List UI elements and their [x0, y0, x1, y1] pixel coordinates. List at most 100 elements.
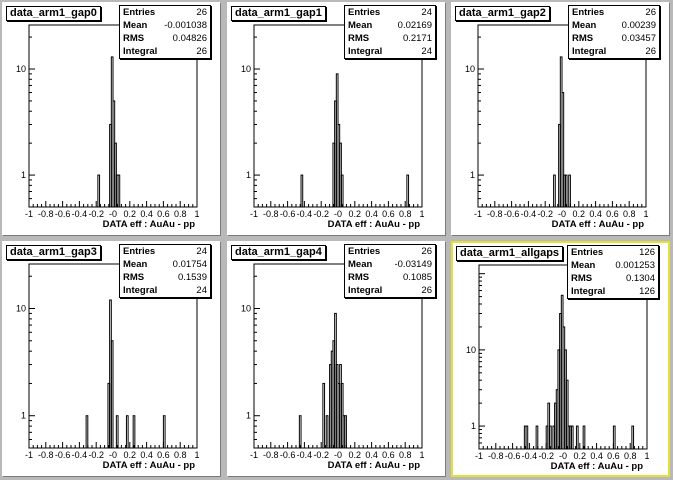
x-tick-label: -0.6 [280, 450, 296, 460]
stat-row-integral: Integral 24 [120, 284, 210, 297]
histogram-bin [553, 174, 556, 208]
stat-value-mean: 0.00239 [621, 20, 656, 31]
stat-label-rms: RMS [571, 273, 593, 284]
stat-value-integral: 24 [196, 285, 207, 296]
x-tick-label: -0 [559, 451, 567, 461]
stat-label-integral: Integral [348, 46, 383, 57]
x-tick-label: -0.4 [297, 450, 313, 460]
stat-row-entries: Entries 24 [120, 245, 210, 258]
stat-row-integral: Integral 26 [120, 45, 210, 58]
histogram-plot: -1 -0.8 -0.6 -0.4 -0.2 -0 0.2 0.4 0.6 0.8 1 1 10 [16, 24, 200, 219]
histogram-title: data_arm1_gap2 [455, 6, 550, 21]
stat-row-entries: Entries 24 [345, 6, 435, 19]
histogram-bin [535, 425, 539, 450]
x-tick-label: 0.4 [365, 450, 378, 460]
x-tick-label: -0.4 [297, 209, 313, 219]
x-tick-label: -0.8 [38, 450, 54, 460]
x-tick-label: 0.8 [174, 450, 187, 460]
stat-value-integral: 26 [645, 46, 656, 57]
x-tick-label: -0 [109, 450, 117, 460]
stat-label-entries: Entries [123, 246, 156, 257]
x-tick-label: -0.8 [38, 209, 54, 219]
y-tick-label: 10 [16, 64, 26, 74]
stat-value-integral: 26 [196, 46, 207, 57]
x-tick-label: -1 [250, 450, 258, 460]
stat-value-mean: -0.03149 [394, 259, 432, 270]
histogram-plot: -1 -0.8 -0.6 -0.4 -0.2 -0 0.2 0.4 0.6 0.8 1 1 10 [465, 24, 649, 219]
histogram-pad-data_arm1_gap1[interactable]: -1 -0.8 -0.6 -0.4 -0.2 -0 0.2 0.4 0.6 0.8 1 1 10 DATA… [227, 2, 446, 236]
histogram-title: data_arm1_gap3 [6, 245, 101, 260]
stat-value-rms: 0.03457 [621, 33, 656, 44]
histogram-plot: -1 -0.8 -0.6 -0.4 -0.2 -0 0.2 0.4 0.6 0.8 1 1 10 [16, 263, 200, 460]
x-tick-label: -0.8 [263, 209, 279, 219]
x-tick-label: -0.2 [313, 209, 329, 219]
stat-value-entries: 24 [421, 7, 432, 18]
x-tick-label: 0.2 [349, 450, 362, 460]
x-tick-label: 0.2 [349, 209, 362, 219]
stat-row-integral: Integral 126 [568, 285, 658, 298]
x-tick-label: -0.2 [88, 209, 104, 219]
stat-row-mean: Mean 0.02169 [345, 19, 435, 32]
x-tick-label: -1 [25, 450, 33, 460]
histogram-bin [117, 174, 121, 208]
histogram-bin [344, 415, 347, 449]
stat-value-rms: 0.04826 [172, 33, 207, 44]
stat-value-integral: 126 [639, 286, 655, 297]
stat-value-rms: 0.1304 [625, 273, 655, 284]
stat-row-rms: RMS 0.1085 [345, 271, 435, 284]
stat-label-entries: Entries [123, 7, 156, 18]
x-tick-label: -0.4 [72, 450, 88, 460]
x-axis-title: DATA eff : AuAu - pp [327, 460, 420, 471]
stat-label-mean: Mean [348, 259, 373, 270]
histogram-bin [125, 415, 129, 449]
stat-value-rms: 0.2171 [402, 33, 432, 44]
stat-row-mean: Mean 0.01754 [120, 258, 210, 271]
x-tick-label: -1 [25, 209, 33, 219]
histogram-bin [561, 92, 565, 208]
x-tick-label: 0.8 [623, 209, 636, 219]
stat-row-mean: Mean -0.03149 [345, 258, 435, 271]
x-tick-label: -1 [474, 209, 482, 219]
histogram-pad-data_arm1_gap0[interactable]: -1 -0.8 -0.6 -0.4 -0.2 -0 0.2 0.4 0.6 0.8 1 1 10 DATA… [2, 2, 221, 236]
x-axis-title: DATA eff : AuAu - pp [327, 219, 420, 230]
x-tick-label: -1 [250, 209, 258, 219]
histogram-bin [340, 174, 344, 208]
x-tick-label: -0.2 [537, 209, 553, 219]
histogram-pad-data_arm1_gap4[interactable]: -1 -0.8 -0.6 -0.4 -0.2 -0 0.2 0.4 0.6 0.8 1 1 10 DATA… [227, 241, 446, 477]
histogram-bin [406, 174, 410, 208]
stat-row-mean: Mean -0.001038 [120, 19, 210, 32]
x-tick-label: -0.8 [488, 451, 504, 461]
x-tick-label: -0.2 [313, 450, 329, 460]
stat-row-integral: Integral 24 [345, 45, 435, 58]
x-tick-label: -0.4 [522, 451, 538, 461]
stats-box: Entries 26 Mean -0.03149 RMS 0.1085 Integral 26 [344, 244, 436, 298]
stat-label-mean: Mean [572, 20, 597, 31]
stat-label-rms: RMS [348, 272, 370, 283]
stat-value-rms: 0.1539 [177, 272, 207, 283]
y-tick-label: 10 [466, 345, 476, 355]
histogram-plot: -1 -0.8 -0.6 -0.4 -0.2 -0 0.2 0.4 0.6 0.8 1 1 10 [466, 264, 650, 461]
x-tick-label: 0.6 [606, 209, 619, 219]
x-tick-label: 0.4 [365, 209, 378, 219]
histogram-pad-data_arm1_allgaps[interactable]: -1 -0.8 -0.6 -0.4 -0.2 -0 0.2 0.4 0.6 0.8 1 1 10 DATA… [451, 241, 670, 477]
stat-row-integral: Integral 26 [345, 284, 435, 297]
histogram-bin [564, 174, 568, 208]
stats-box: Entries 24 Mean 0.02169 RMS 0.2171 Integral 24 [344, 5, 436, 59]
histogram-bin [325, 415, 329, 449]
stat-value-integral: 24 [421, 46, 432, 57]
histogram-bin [132, 415, 136, 449]
stat-value-mean: -0.001038 [164, 20, 207, 31]
stat-row-entries: Entries 126 [568, 246, 658, 259]
histogram-pad-data_arm1_gap2[interactable]: -1 -0.8 -0.6 -0.4 -0.2 -0 0.2 0.4 0.6 0.8 1 1 10 DATA… [451, 2, 670, 236]
histogram-pad-data_arm1_gap3[interactable]: -1 -0.8 -0.6 -0.4 -0.2 -0 0.2 0.4 0.6 0.8 1 1 10 DATA… [2, 241, 221, 477]
stat-value-entries: 26 [196, 7, 207, 18]
x-tick-label: 0.2 [573, 209, 586, 219]
stat-row-entries: Entries 26 [569, 6, 659, 19]
histogram-bin [570, 425, 574, 450]
x-tick-label: 0.2 [124, 450, 137, 460]
x-tick-label: -0.6 [505, 451, 521, 461]
y-tick-label: 1 [21, 411, 26, 421]
x-tick-label: 0.6 [382, 209, 395, 219]
x-tick-label: 0.8 [399, 450, 412, 460]
stat-label-rms: RMS [572, 33, 594, 44]
